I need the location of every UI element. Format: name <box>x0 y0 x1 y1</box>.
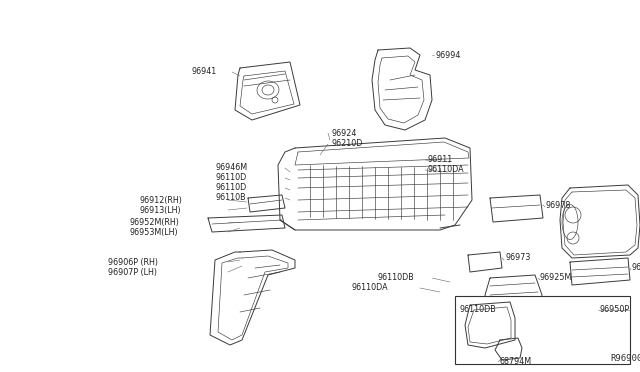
Text: 96973: 96973 <box>505 253 531 263</box>
Text: 96110DA: 96110DA <box>352 283 388 292</box>
Text: 96110D: 96110D <box>216 183 247 192</box>
Text: 96912(RH): 96912(RH) <box>140 196 183 205</box>
Text: 96950P: 96950P <box>600 305 630 314</box>
Text: 96994: 96994 <box>435 51 460 60</box>
Bar <box>455 296 630 364</box>
Text: 96952M(RH): 96952M(RH) <box>130 218 180 227</box>
Text: 96924: 96924 <box>332 128 357 138</box>
Text: 96907P (LH): 96907P (LH) <box>108 267 157 276</box>
Text: 96110DB: 96110DB <box>460 305 497 314</box>
Text: 96210D: 96210D <box>332 140 364 148</box>
Text: 68794M: 68794M <box>500 357 532 366</box>
Text: 96978: 96978 <box>546 201 572 209</box>
Text: 96110DB: 96110DB <box>378 273 415 282</box>
Text: 96926: 96926 <box>632 263 640 273</box>
Text: 96941: 96941 <box>192 67 217 77</box>
Text: 96906P (RH): 96906P (RH) <box>108 257 158 266</box>
Text: 96925M: 96925M <box>540 273 572 282</box>
Text: 96946M: 96946M <box>216 164 248 173</box>
Text: 96110D: 96110D <box>216 173 247 183</box>
Text: 96110DA: 96110DA <box>428 166 465 174</box>
Text: 96953M(LH): 96953M(LH) <box>130 228 179 237</box>
Text: 96913(LH): 96913(LH) <box>140 205 182 215</box>
Text: R969006Y: R969006Y <box>610 354 640 363</box>
Text: 96911: 96911 <box>428 155 453 164</box>
Text: 96110B: 96110B <box>216 193 246 202</box>
